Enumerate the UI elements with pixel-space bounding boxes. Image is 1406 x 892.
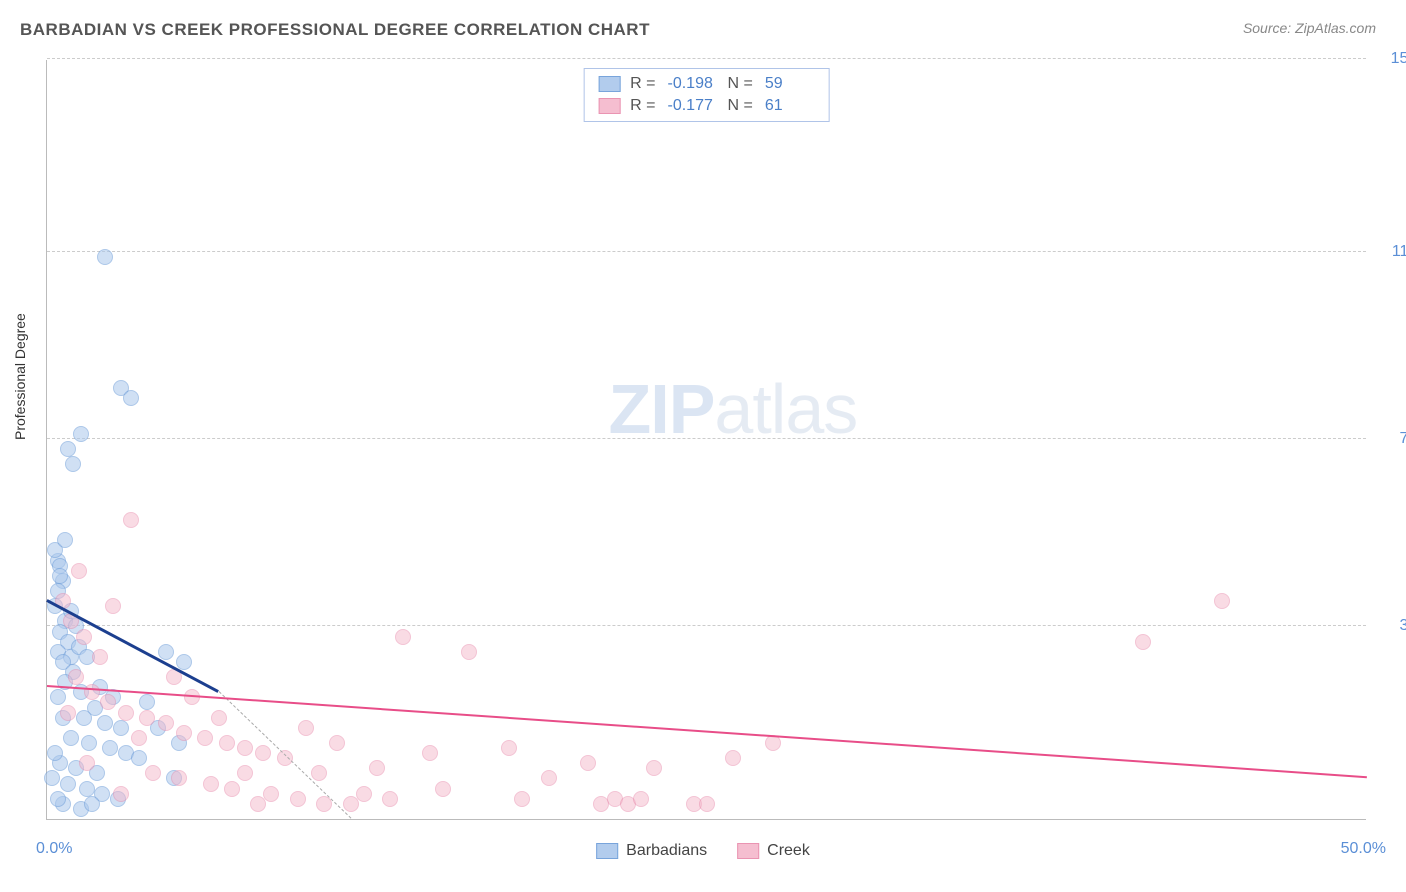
chart-title: BARBADIAN VS CREEK PROFESSIONAL DEGREE C…: [20, 20, 650, 40]
data-point: [60, 441, 76, 457]
data-point: [1214, 593, 1230, 609]
data-point: [176, 725, 192, 741]
data-point: [145, 765, 161, 781]
data-point: [501, 740, 517, 756]
data-point: [580, 755, 596, 771]
bottom-legend: Barbadians Creek: [596, 842, 810, 860]
data-point: [1135, 634, 1151, 650]
data-point: [63, 730, 79, 746]
data-point: [514, 791, 530, 807]
stats-row-barbadians: R = -0.198 N = 59: [598, 73, 815, 95]
data-point: [92, 649, 108, 665]
data-point: [422, 745, 438, 761]
stats-box: R = -0.198 N = 59 R = -0.177 N = 61: [583, 68, 830, 122]
data-point: [73, 426, 89, 442]
data-point: [197, 730, 213, 746]
data-point: [224, 781, 240, 797]
data-point: [219, 735, 235, 751]
data-point: [646, 760, 662, 776]
data-point: [60, 776, 76, 792]
data-point: [84, 796, 100, 812]
data-point: [50, 791, 66, 807]
data-point: [343, 796, 359, 812]
grid-line: [47, 438, 1366, 439]
data-point: [123, 390, 139, 406]
grid-line: [47, 251, 1366, 252]
data-point: [97, 249, 113, 265]
y-axis-label: Professional Degree: [12, 313, 28, 440]
data-point: [298, 720, 314, 736]
data-point: [81, 735, 97, 751]
data-point: [47, 745, 63, 761]
data-point: [113, 786, 129, 802]
data-point: [356, 786, 372, 802]
data-point: [699, 796, 715, 812]
data-point: [541, 770, 557, 786]
data-point: [382, 791, 398, 807]
stats-row-creek: R = -0.177 N = 61: [598, 95, 815, 117]
data-point: [633, 791, 649, 807]
data-point: [79, 781, 95, 797]
data-point: [263, 786, 279, 802]
data-point: [171, 770, 187, 786]
x-max-label: 50.0%: [1341, 840, 1386, 858]
data-point: [131, 750, 147, 766]
source-label: Source: ZipAtlas.com: [1243, 20, 1376, 36]
data-point: [100, 694, 116, 710]
data-point: [311, 765, 327, 781]
data-point: [44, 770, 60, 786]
data-point: [57, 532, 73, 548]
grid-line: [47, 625, 1366, 626]
data-point: [139, 694, 155, 710]
data-point: [79, 755, 95, 771]
data-point: [68, 669, 84, 685]
y-tick-label: 3.8%: [1376, 617, 1406, 635]
regression-dash: [218, 691, 351, 818]
data-point: [211, 710, 227, 726]
y-tick-label: 15.0%: [1376, 50, 1406, 68]
data-point: [176, 654, 192, 670]
data-point: [461, 644, 477, 660]
data-point: [50, 689, 66, 705]
data-point: [290, 791, 306, 807]
data-point: [71, 563, 87, 579]
data-point: [203, 776, 219, 792]
data-point: [725, 750, 741, 766]
x-origin-label: 0.0%: [36, 840, 72, 858]
swatch-creek: [598, 98, 620, 114]
data-point: [113, 720, 129, 736]
data-point: [123, 512, 139, 528]
legend-item-barbadians: Barbadians: [596, 842, 707, 860]
data-point: [76, 710, 92, 726]
y-tick-label: 11.2%: [1376, 243, 1406, 261]
data-point: [52, 568, 68, 584]
data-point: [65, 456, 81, 472]
data-point: [369, 760, 385, 776]
data-point: [237, 765, 253, 781]
data-point: [102, 740, 118, 756]
scatter-chart: ZIPatlas R = -0.198 N = 59 R = -0.177 N …: [46, 60, 1366, 820]
y-tick-label: 7.5%: [1376, 430, 1406, 448]
data-point: [237, 740, 253, 756]
legend-item-creek: Creek: [737, 842, 810, 860]
data-point: [250, 796, 266, 812]
data-point: [97, 715, 113, 731]
chart-header: BARBADIAN VS CREEK PROFESSIONAL DEGREE C…: [0, 0, 1406, 50]
swatch-barbadians-icon: [596, 843, 618, 859]
data-point: [435, 781, 451, 797]
data-point: [255, 745, 271, 761]
data-point: [329, 735, 345, 751]
data-point: [76, 629, 92, 645]
data-point: [139, 710, 155, 726]
grid-line: [47, 58, 1366, 59]
swatch-creek-icon: [737, 843, 759, 859]
data-point: [118, 705, 134, 721]
swatch-barbadians: [598, 76, 620, 92]
data-point: [158, 715, 174, 731]
data-point: [105, 598, 121, 614]
data-point: [131, 730, 147, 746]
data-point: [60, 705, 76, 721]
data-point: [158, 644, 174, 660]
data-point: [395, 629, 411, 645]
